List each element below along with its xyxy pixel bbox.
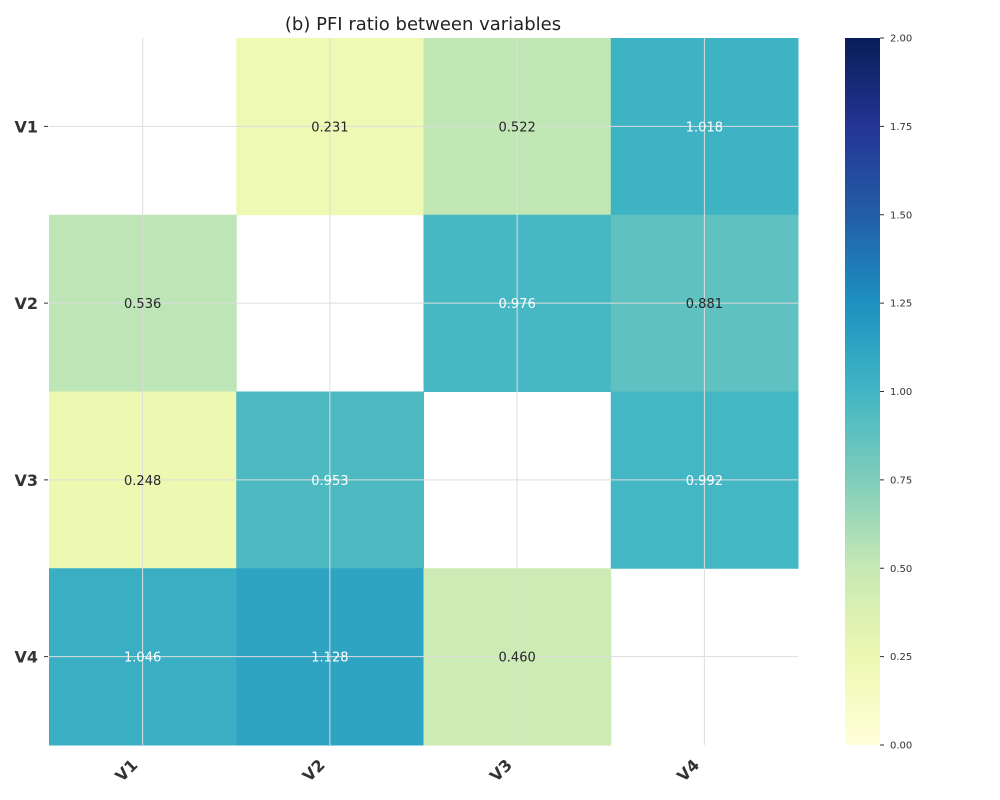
row-label: V2 xyxy=(14,294,38,313)
cell-value-label: 0.522 xyxy=(499,120,536,135)
column-label: V1 xyxy=(111,755,141,785)
cell-value-label: 0.248 xyxy=(124,474,161,489)
column-labels: V1 V2 V3 V4 xyxy=(111,755,703,785)
colorbar-tick-label: 1.75 xyxy=(890,122,912,133)
column-label: V4 xyxy=(673,755,703,785)
colorbar-tick-label: 0.75 xyxy=(890,475,912,486)
colorbar xyxy=(845,38,880,745)
row-label: V3 xyxy=(14,471,38,490)
cell-value-label: 0.536 xyxy=(124,297,161,312)
cell-value-label: 1.018 xyxy=(686,120,723,135)
cell-value-label: 0.460 xyxy=(499,651,536,666)
colorbar-tick-label: 0.25 xyxy=(890,652,912,663)
row-label: V4 xyxy=(14,648,38,667)
cell-value-label: 0.953 xyxy=(311,474,348,489)
cell-value-label: 0.231 xyxy=(311,120,348,135)
colorbar-tick-label: 1.00 xyxy=(890,387,912,398)
colorbar-tick-label: 0.00 xyxy=(890,741,912,752)
cell-value-label: 0.976 xyxy=(499,297,536,312)
column-label: V3 xyxy=(486,755,516,785)
heatmap-cells xyxy=(49,38,799,746)
colorbar-tick-label: 2.00 xyxy=(890,34,912,45)
colorbar-tick-label: 1.50 xyxy=(890,210,912,221)
colorbar-tick-label: 0.50 xyxy=(890,564,912,575)
row-label: V1 xyxy=(14,117,38,136)
chart-title: (b) PFI ratio between variables xyxy=(285,14,561,35)
colorbar-tick-label: 1.25 xyxy=(890,299,912,310)
colorbar-ticks: 0.00 0.25 0.50 0.75 1.00 1.25 1.50 1.75 2.00 xyxy=(880,34,912,752)
row-labels: V1 V2 V3 V4 xyxy=(14,117,48,667)
cell-value-label: 1.128 xyxy=(311,651,348,666)
cell-value-label: 0.992 xyxy=(686,474,723,489)
cell-value-label: 1.046 xyxy=(124,651,161,666)
column-label: V2 xyxy=(299,755,329,785)
cell-value-label: 0.881 xyxy=(686,297,723,312)
cell-labels: 0.231 0.522 1.018 0.536 0.976 0.881 0.248 0.953… xyxy=(124,120,723,665)
gridlines xyxy=(49,38,798,745)
